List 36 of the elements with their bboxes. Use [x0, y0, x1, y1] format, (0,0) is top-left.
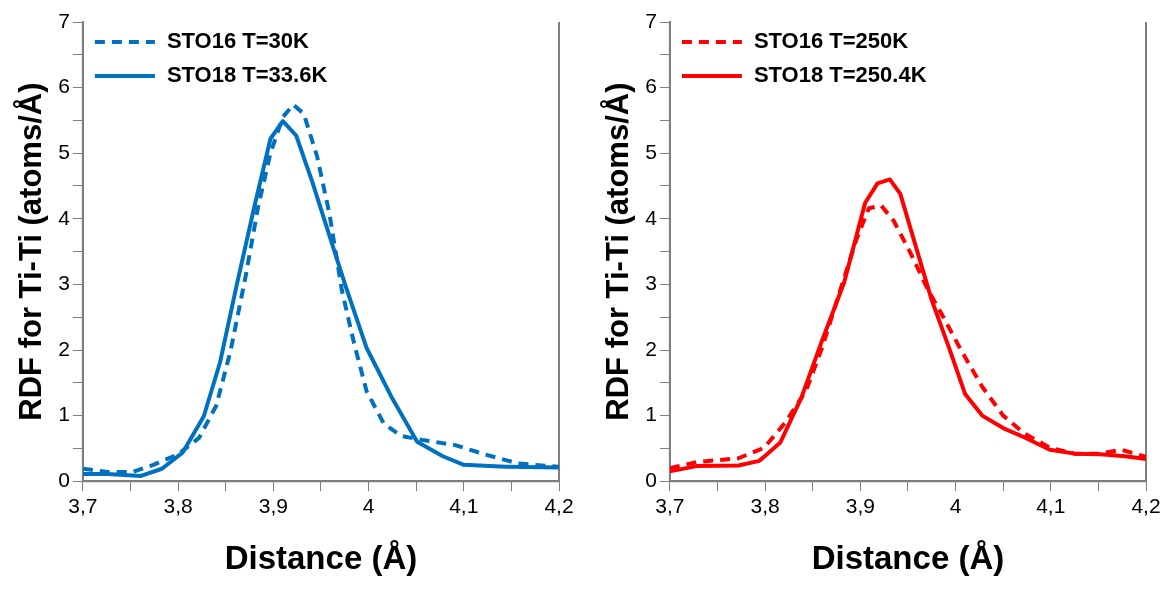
x-tick-label: 3,9 [258, 493, 288, 517]
x-tick-label: 4 [362, 493, 375, 517]
x-tick-label: 4,1 [1036, 493, 1066, 517]
x-axis-title: Distance (Å) [811, 539, 1005, 577]
x-axis-title: Distance (Å) [224, 539, 418, 577]
x-tick-label: 4 [949, 493, 962, 517]
x-tick-label: 3,8 [163, 493, 193, 517]
y-tick-label: 6 [645, 74, 657, 98]
y-tick-label: 1 [645, 402, 657, 426]
legend-label: STO16 T=30K [166, 28, 310, 54]
x-tick-label: 3,7 [68, 493, 98, 517]
x-tick-label: 4,2 [544, 493, 574, 517]
y-tick-label: 5 [645, 140, 657, 163]
y-tick-label: 4 [58, 205, 71, 229]
y-tick-label: 0 [645, 468, 657, 491]
legend-label: STO18 T=250.4K [753, 62, 927, 88]
x-tick-label: 4,2 [1131, 493, 1161, 517]
y-tick-label: 6 [58, 74, 70, 98]
y-tick-label: 5 [58, 140, 70, 163]
x-tick-label: 3,8 [750, 493, 780, 517]
y-axis-title: RDF for Ti-Ti (atoms/Å) [600, 82, 636, 421]
y-tick-label: 2 [645, 336, 657, 360]
y-tick-label: 0 [58, 468, 70, 491]
legend-label: STO16 T=250K [753, 28, 909, 54]
y-tick-label: 4 [645, 205, 658, 229]
y-tick-label: 7 [58, 8, 70, 32]
y-tick-label: 1 [58, 402, 70, 426]
y-tick-label: 3 [58, 271, 70, 295]
x-tick-label: 4,1 [449, 493, 479, 517]
x-tick-label: 3,7 [655, 493, 685, 517]
y-tick-label: 7 [645, 8, 657, 32]
y-tick-label: 3 [645, 271, 657, 295]
y-axis-title: RDF for Ti-Ti (atoms/Å) [13, 82, 49, 421]
x-tick-label: 3,9 [845, 493, 875, 517]
y-tick-label: 2 [58, 336, 70, 360]
legend-label: STO18 T=33.6K [166, 62, 328, 88]
